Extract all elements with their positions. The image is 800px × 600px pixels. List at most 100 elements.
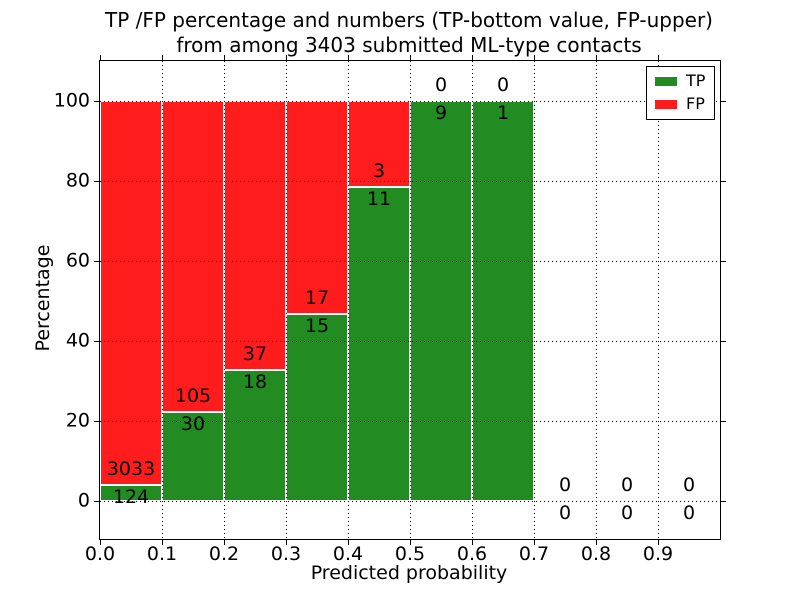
y-axis-label: Percentage [32,244,54,352]
x-tick [286,540,287,545]
fp-count-label: 3 [372,159,386,182]
y-tick-label: 0 [77,489,90,512]
x-tick [224,540,225,545]
x-tick [596,540,597,545]
x-tick-label: 0.5 [394,543,426,565]
x-gridline [224,61,225,539]
tp-count-label: 1 [496,102,510,124]
x-tick-top [348,55,349,60]
fp-count-label: 0 [558,474,572,496]
fp-bar-segment [162,101,224,413]
fp-bar-segment [286,101,348,314]
x-axis-label: Predicted probability [310,562,508,584]
x-tick-top [100,55,101,60]
x-tick-label: 0.9 [642,543,674,565]
tp-bar-segment [348,186,410,501]
y-tick [94,181,99,182]
x-tick-label: 0.3 [270,543,302,565]
y-tick-label: 40 [65,329,90,352]
y-tick-label: 60 [65,249,90,272]
tp-count-label: 124 [112,486,150,509]
chart-title-line1: TP /FP percentage and numbers (TP-bottom… [105,8,713,32]
x-tick-top [224,55,225,60]
tp-count-label: 11 [366,187,392,210]
x-gridline [596,61,597,539]
x-gridline [534,61,535,539]
y-tick-right [721,181,726,182]
y-tick-label: 100 [53,89,90,112]
legend-item-tp: TP [655,73,705,89]
x-tick-label: 0.0 [84,543,116,565]
x-tick-label: 0.6 [456,543,488,565]
x-tick-top [534,55,535,60]
tp-count-label: 9 [434,102,448,124]
x-gridline [348,61,349,539]
y-tick-right [721,341,726,342]
fp-count-label: 17 [304,286,330,309]
x-tick [100,540,101,545]
x-gridline [410,61,411,539]
x-tick-top [596,55,597,60]
x-tick [162,540,163,545]
x-tick-top [472,55,473,60]
y-tick-right [721,261,726,262]
x-tick-label: 0.4 [332,543,364,565]
y-tick [94,501,99,502]
x-tick [658,540,659,545]
y-tick [94,261,99,262]
x-tick [534,540,535,545]
fp-count-label: 37 [242,343,268,366]
x-gridline [286,61,287,539]
fp-legend-swatch [655,99,677,109]
tp-count-label: 0 [558,502,572,524]
tp-count-label: 15 [304,314,330,337]
fp-count-label: 3033 [106,458,156,481]
y-tick-label: 20 [65,409,90,432]
tp-count-label: 18 [242,371,268,394]
chart-title: TP /FP percentage and numbers (TP-bottom… [99,8,719,58]
tp-count-label: 30 [180,413,206,436]
x-gridline [658,61,659,539]
y-tick-right [721,421,726,422]
x-gridline [162,61,163,539]
fp-count-label: 105 [174,385,212,408]
chart-title-line2: from among 3403 submitted ML-type contac… [176,33,642,57]
tp-bar-segment [472,101,534,501]
y-tick-label: 80 [65,169,90,192]
tp-legend-label: TP [686,71,706,90]
tp-bar-segment [410,101,472,501]
x-tick-top [286,55,287,60]
y-tick [94,421,99,422]
fp-bar-segment [224,101,286,371]
y-tick-right [721,101,726,102]
legend-item-fp: FP [655,96,705,112]
legend: TP FP [646,66,716,120]
tp-count-label: 0 [620,502,634,524]
x-tick-top [658,55,659,60]
x-tick-label: 0.7 [518,543,550,565]
fp-count-label: 0 [620,474,634,496]
y-tick [94,101,99,102]
fp-bar-segment [100,101,162,486]
fp-count-label: 0 [434,74,448,96]
x-gridline [472,61,473,539]
x-tick-label: 0.2 [208,543,240,565]
x-tick-top [410,55,411,60]
tp-bar-segment [162,412,224,501]
tp-bar-segment [100,485,162,501]
x-tick-label: 0.8 [580,543,612,565]
tp-legend-swatch [655,76,677,86]
y-tick [94,341,99,342]
fp-count-label: 0 [496,74,510,96]
x-tick [410,540,411,545]
x-tick [348,540,349,545]
x-tick [472,540,473,545]
x-tick-label: 0.1 [146,543,178,565]
tp-count-label: 0 [682,502,696,524]
x-tick-top [162,55,163,60]
y-tick-right [721,501,726,502]
fp-legend-label: FP [686,94,705,113]
fp-count-label: 0 [682,474,696,496]
plot-area: 0 20 40 60 80 100 0.0 0.1 0.2 0.3 0.4 0.5 0.6 0.7 0.8 0… [54,55,726,564]
